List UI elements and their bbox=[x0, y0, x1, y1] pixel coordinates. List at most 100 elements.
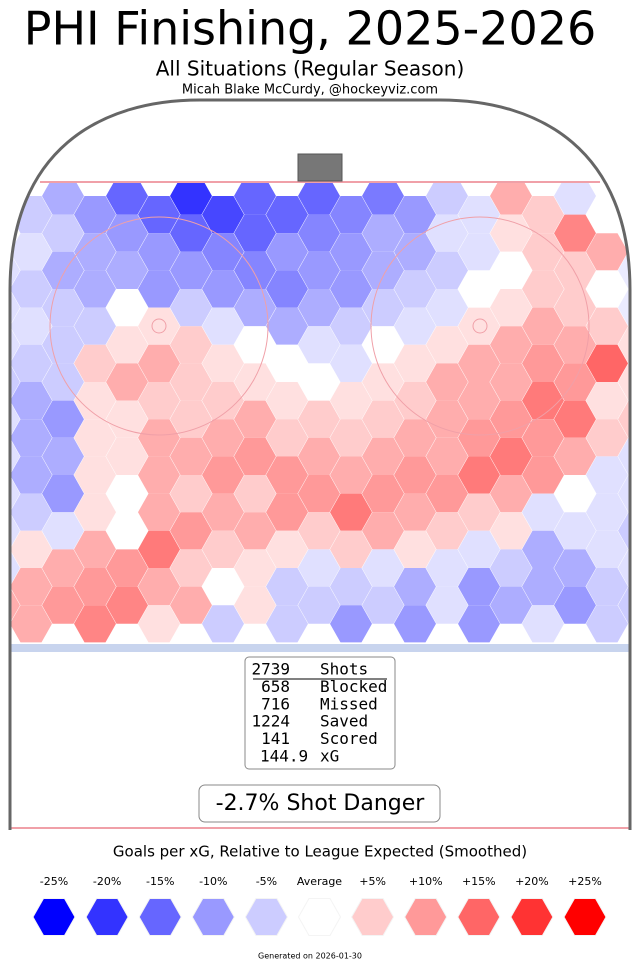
net bbox=[297, 153, 343, 182]
hex bbox=[426, 251, 468, 289]
hex bbox=[138, 233, 180, 271]
hex bbox=[202, 233, 244, 271]
hex bbox=[42, 326, 84, 364]
shot-danger: -2.7% Shot Danger bbox=[216, 791, 426, 816]
author: Micah Blake McCurdy, @hockeyviz.com bbox=[182, 83, 438, 98]
hex bbox=[362, 182, 404, 215]
hex bbox=[138, 307, 180, 345]
hex bbox=[202, 493, 244, 531]
hex bbox=[74, 456, 116, 494]
hex bbox=[554, 512, 596, 550]
hex bbox=[138, 344, 180, 382]
hex bbox=[74, 196, 116, 234]
hex bbox=[74, 307, 116, 345]
hex bbox=[490, 182, 532, 215]
stat-count: 1224 bbox=[251, 712, 290, 731]
hex bbox=[42, 214, 84, 252]
hex bbox=[74, 530, 116, 568]
stat-label: Blocked bbox=[320, 677, 387, 696]
hex bbox=[234, 400, 276, 438]
hex bbox=[426, 289, 468, 327]
hex bbox=[554, 586, 596, 624]
hex bbox=[394, 196, 436, 234]
hex bbox=[586, 493, 628, 531]
hex bbox=[330, 530, 372, 568]
hex bbox=[458, 493, 500, 531]
blue-line bbox=[10, 644, 630, 652]
legend-label: -5% bbox=[256, 875, 277, 888]
stat-count: 716 bbox=[261, 694, 290, 713]
hex bbox=[202, 196, 244, 234]
stat-label: Missed bbox=[320, 694, 378, 713]
hex bbox=[426, 549, 468, 587]
hex bbox=[362, 400, 404, 438]
hex bbox=[42, 251, 84, 289]
hex bbox=[362, 326, 404, 364]
hex bbox=[362, 437, 404, 475]
hex bbox=[106, 363, 148, 401]
hex bbox=[586, 530, 628, 568]
legend-label: +25% bbox=[568, 875, 602, 888]
faceoff-circle bbox=[49, 216, 269, 436]
hex bbox=[202, 270, 244, 308]
hex bbox=[74, 568, 116, 606]
hex bbox=[458, 196, 500, 234]
hex bbox=[394, 419, 436, 457]
hex bbox=[266, 568, 308, 606]
hex bbox=[42, 437, 84, 475]
legend-label: +5% bbox=[359, 875, 386, 888]
hex bbox=[426, 586, 468, 624]
hex bbox=[586, 605, 628, 643]
stat-label: Shots bbox=[320, 660, 368, 679]
hex bbox=[490, 214, 532, 252]
hex bbox=[74, 493, 116, 531]
hex bbox=[426, 475, 468, 513]
hex bbox=[10, 530, 52, 568]
legend-hex bbox=[32, 898, 76, 936]
hex bbox=[522, 530, 564, 568]
hex bbox=[586, 568, 628, 606]
hex bbox=[522, 419, 564, 457]
hex bbox=[298, 251, 340, 289]
legend-hex bbox=[563, 898, 607, 936]
hex bbox=[266, 456, 308, 494]
hex bbox=[170, 182, 212, 215]
hex bbox=[234, 251, 276, 289]
hex bbox=[554, 214, 596, 252]
stat-count: 2739 bbox=[251, 660, 290, 679]
hex bbox=[362, 586, 404, 624]
hex bbox=[42, 182, 84, 215]
hex bbox=[42, 400, 84, 438]
hex bbox=[106, 326, 148, 364]
hex bbox=[298, 512, 340, 550]
hex bbox=[522, 233, 564, 271]
hex bbox=[298, 326, 340, 364]
hex bbox=[394, 493, 436, 531]
stat-label: Scored bbox=[320, 729, 378, 748]
hex bbox=[554, 549, 596, 587]
hex bbox=[10, 307, 52, 345]
hex bbox=[362, 475, 404, 513]
hex bbox=[490, 586, 532, 624]
hex bbox=[170, 289, 212, 327]
hex bbox=[42, 512, 84, 550]
hex bbox=[138, 605, 180, 643]
hex bbox=[554, 251, 596, 289]
legend-label: Average bbox=[297, 875, 342, 888]
hex bbox=[74, 233, 116, 271]
hex bbox=[298, 289, 340, 327]
hex bbox=[522, 307, 564, 345]
hex bbox=[586, 233, 628, 271]
hex bbox=[458, 568, 500, 606]
hex bbox=[426, 214, 468, 252]
hex bbox=[522, 568, 564, 606]
hex bbox=[138, 419, 180, 457]
hex bbox=[106, 512, 148, 550]
hex bbox=[490, 289, 532, 327]
rink bbox=[8, 98, 632, 830]
hex bbox=[586, 419, 628, 457]
hex bbox=[522, 493, 564, 531]
boards bbox=[8, 98, 632, 830]
hex bbox=[10, 270, 52, 308]
hex bbox=[10, 605, 52, 643]
